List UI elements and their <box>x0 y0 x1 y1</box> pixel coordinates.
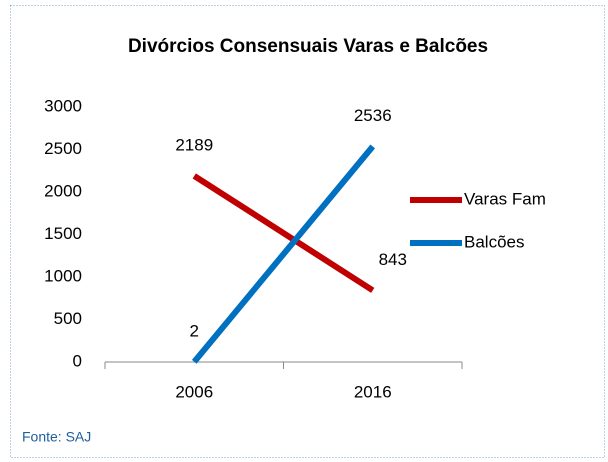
y-tick-label: 2500 <box>44 139 82 158</box>
x-tick-label: 2016 <box>354 382 392 401</box>
data-label: 843 <box>379 250 407 269</box>
data-label: 2536 <box>354 106 392 125</box>
y-tick-label: 2000 <box>44 181 82 200</box>
data-label: 2 <box>190 321 199 340</box>
y-tick-label: 500 <box>54 309 82 328</box>
source: Fonte: SAJ <box>22 429 91 445</box>
y-tick-label: 1500 <box>44 224 82 243</box>
series-line <box>192 173 375 293</box>
series-line <box>191 144 376 364</box>
chart-title: Divórcios Consensuais Varas e Balcões <box>128 36 488 57</box>
y-tick-label: 3000 <box>44 96 82 115</box>
y-tick-label: 1000 <box>44 266 82 285</box>
data-label: 2189 <box>175 135 213 154</box>
y-tick-label: 0 <box>73 351 82 370</box>
x-tick-label: 2006 <box>175 382 213 401</box>
legend-label: Balcões <box>464 232 524 251</box>
chart-border <box>10 5 605 458</box>
legend-label: Varas Fam <box>464 189 546 208</box>
